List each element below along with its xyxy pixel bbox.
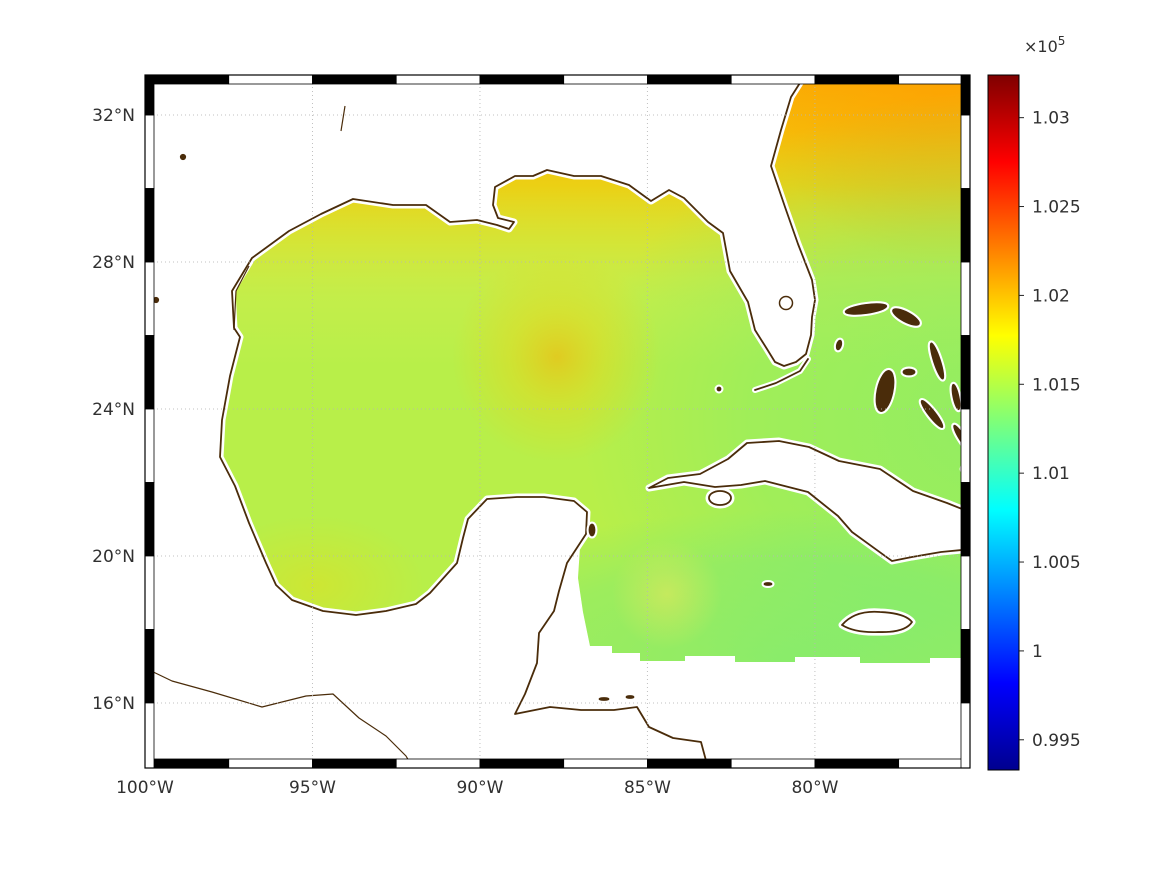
colorbar-ticks: 1.03 1.025 1.02 1.015 1.01 1.005 1 0.995 [1019,109,1081,751]
frame-band-segment [228,74,313,85]
frame-band-segment [144,114,155,189]
frame-band-segment [144,629,155,704]
southeast-warm-spot [612,539,722,649]
frame-band-segment [144,702,155,769]
frame-band-segment [563,758,648,769]
frame-band-segment [960,482,971,557]
frame-band-segment [814,74,900,85]
axis-labels: 100°W 95°W 90°W 85°W 80°W 32°N 28°N 24°N 20°N 16°… [92,106,838,798]
lat-tick-label: 20°N [92,547,135,567]
frame-band-segment [144,188,155,263]
lon-tick-label: 80°W [791,778,838,798]
frame-band-segment [960,114,971,189]
frame-band-segment [395,74,481,85]
colorbar-tick-label: 1.02 [1032,286,1070,306]
colorbar-tick-label: 1.01 [1032,464,1070,484]
frame-band-segment [730,74,816,85]
frame-band-segment [144,261,155,336]
colorbar-multiplier: ×105 [1024,34,1065,56]
frame-band-segment [898,758,971,769]
frame-band-segment [312,74,397,85]
frame-band-segment [960,261,971,336]
frame-band-segment [144,758,230,769]
colorbar-tick-label: 1.005 [1032,553,1081,573]
colorbar-tick-label: 1 [1032,642,1043,662]
frame-band-segment [960,555,971,630]
frame-band-segment [144,555,155,630]
graticule [144,75,970,768]
lat-tick-label: 32°N [92,106,135,126]
frame-band-segment [144,482,155,557]
frame-band-segment [144,335,155,410]
colorbar: 1.03 1.025 1.02 1.015 1.01 1.005 1 0.995 ×105 [987,34,1081,771]
colorbar-tick-label: 0.995 [1032,731,1081,751]
lat-tick-label: 16°N [92,694,135,714]
colorbar-tick-label: 1.015 [1032,375,1081,395]
frame-band-segment [479,74,565,85]
frame-band-segment [563,74,648,85]
lon-tick-label: 90°W [456,778,503,798]
frame-band-segment [479,758,565,769]
frame-band-segment [960,408,971,483]
frame-band-segment [144,74,230,85]
central-gulf-warm-spot [452,252,662,462]
frame-band-segment [960,188,971,263]
frame-band-segment [730,758,816,769]
frame-band-segment [647,758,732,769]
frame-band-segment [228,758,313,769]
frame-band-segment [144,408,155,483]
frame-band-segment [960,335,971,410]
colorbar-tick-label: 1.025 [1032,198,1081,218]
lon-tick-label: 100°W [116,778,174,798]
frame-band-segment [898,74,971,85]
lat-tick-label: 28°N [92,253,135,273]
frame-band-segment [647,74,732,85]
frame-band-segment [144,74,155,116]
lake-okeechobee [778,295,794,311]
frame-outline [144,74,971,769]
frame-band-segment [960,629,971,704]
colorbar-tick-label: 1.03 [1032,109,1070,129]
land-layer [145,75,970,768]
frame-band-segment [814,758,900,769]
lon-tick-label: 95°W [289,778,336,798]
lon-tick-label: 85°W [624,778,671,798]
colorbar-gradient [987,74,1020,771]
lat-tick-label: 24°N [92,400,135,420]
frame-band-segment [395,758,481,769]
frame-band-segment [960,74,971,116]
map-frame [144,74,971,769]
frame-band-segment [960,702,971,769]
frame-band-segment [312,758,397,769]
